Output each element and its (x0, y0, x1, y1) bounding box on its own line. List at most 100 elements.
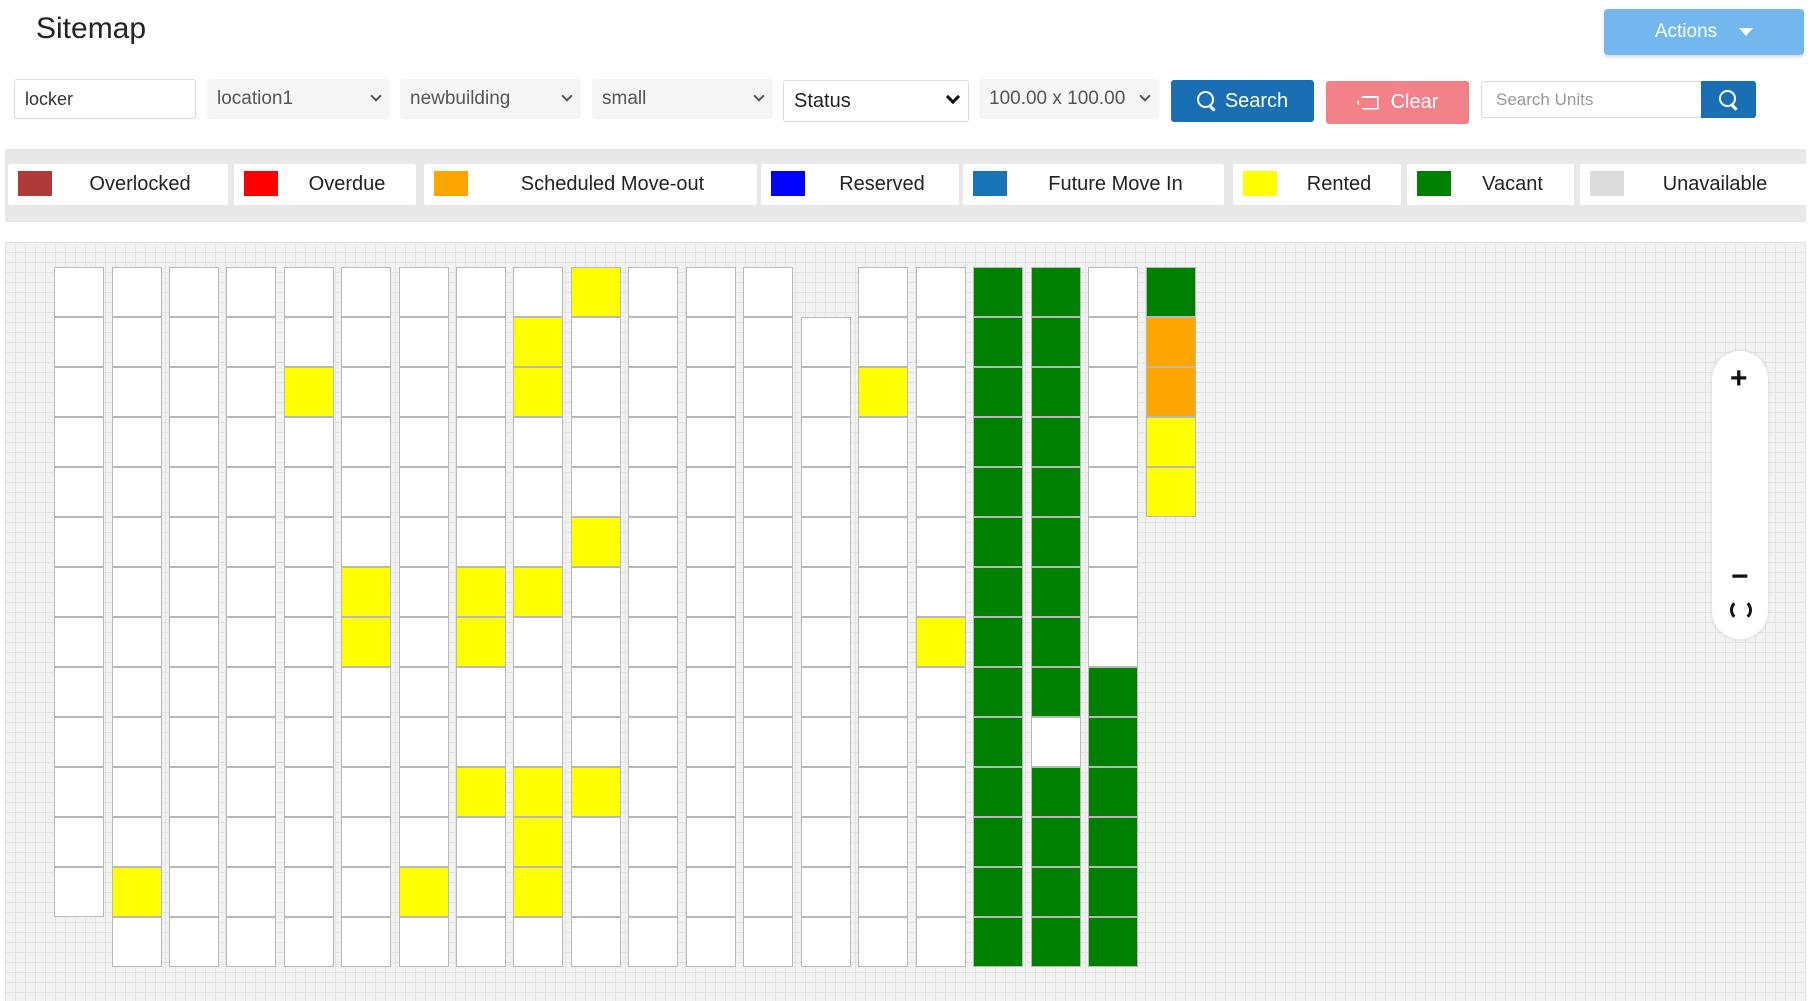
storage-unit[interactable] (112, 667, 162, 717)
storage-unit[interactable] (858, 817, 908, 867)
building-select[interactable]: newbuilding (400, 79, 581, 119)
storage-unit[interactable] (54, 617, 104, 667)
storage-unit[interactable] (686, 617, 736, 667)
storage-unit[interactable] (916, 817, 966, 867)
storage-unit[interactable] (456, 567, 506, 617)
storage-unit[interactable] (399, 417, 449, 467)
storage-unit[interactable] (1031, 267, 1081, 317)
storage-unit[interactable] (973, 267, 1023, 317)
storage-unit[interactable] (1146, 267, 1196, 317)
storage-unit[interactable] (169, 317, 219, 367)
storage-unit[interactable] (226, 867, 276, 917)
storage-unit[interactable] (341, 767, 391, 817)
storage-unit[interactable] (226, 667, 276, 717)
storage-unit[interactable] (341, 717, 391, 767)
storage-unit[interactable] (399, 717, 449, 767)
storage-unit[interactable] (1146, 467, 1196, 517)
storage-unit[interactable] (1031, 667, 1081, 717)
unit-map[interactable] (5, 242, 1806, 1001)
storage-unit[interactable] (571, 417, 621, 467)
storage-unit[interactable] (399, 517, 449, 567)
storage-unit[interactable] (1031, 517, 1081, 567)
storage-unit[interactable] (801, 867, 851, 917)
storage-unit[interactable] (341, 267, 391, 317)
storage-unit[interactable] (226, 567, 276, 617)
storage-unit[interactable] (801, 517, 851, 567)
storage-unit[interactable] (399, 617, 449, 667)
unit-type-input[interactable]: locker (14, 79, 196, 119)
storage-unit[interactable] (973, 917, 1023, 967)
storage-unit[interactable] (513, 667, 563, 717)
storage-unit[interactable] (1031, 717, 1081, 767)
storage-unit[interactable] (916, 417, 966, 467)
storage-unit[interactable] (226, 817, 276, 867)
storage-unit[interactable] (628, 467, 678, 517)
storage-unit[interactable] (686, 417, 736, 467)
storage-unit[interactable] (112, 517, 162, 567)
storage-unit[interactable] (801, 767, 851, 817)
storage-unit[interactable] (226, 467, 276, 517)
storage-unit[interactable] (801, 467, 851, 517)
storage-unit[interactable] (341, 817, 391, 867)
storage-unit[interactable] (973, 667, 1023, 717)
storage-unit[interactable] (801, 817, 851, 867)
storage-unit[interactable] (801, 367, 851, 417)
storage-unit[interactable] (743, 517, 793, 567)
storage-unit[interactable] (743, 667, 793, 717)
storage-unit[interactable] (571, 367, 621, 417)
storage-unit[interactable] (54, 817, 104, 867)
storage-unit[interactable] (169, 667, 219, 717)
storage-unit[interactable] (973, 367, 1023, 417)
storage-unit[interactable] (571, 717, 621, 767)
storage-unit[interactable] (284, 567, 334, 617)
storage-unit[interactable] (628, 267, 678, 317)
storage-unit[interactable] (456, 867, 506, 917)
storage-unit[interactable] (571, 267, 621, 317)
storage-unit[interactable] (1088, 817, 1138, 867)
storage-unit[interactable] (571, 517, 621, 567)
storage-unit[interactable] (858, 517, 908, 567)
storage-unit[interactable] (686, 317, 736, 367)
storage-unit[interactable] (399, 867, 449, 917)
storage-unit[interactable] (686, 567, 736, 617)
zoom-out-button[interactable]: − (1731, 560, 1749, 593)
storage-unit[interactable] (858, 617, 908, 667)
storage-unit[interactable] (341, 467, 391, 517)
storage-unit[interactable] (112, 817, 162, 867)
storage-unit[interactable] (284, 517, 334, 567)
storage-unit[interactable] (169, 367, 219, 417)
storage-unit[interactable] (686, 717, 736, 767)
storage-unit[interactable] (513, 517, 563, 567)
storage-unit[interactable] (743, 467, 793, 517)
storage-unit[interactable] (858, 667, 908, 717)
storage-unit[interactable] (1031, 617, 1081, 667)
storage-unit[interactable] (1088, 867, 1138, 917)
storage-unit[interactable] (54, 767, 104, 817)
storage-unit[interactable] (284, 667, 334, 717)
storage-unit[interactable] (284, 767, 334, 817)
storage-unit[interactable] (858, 567, 908, 617)
storage-unit[interactable] (226, 417, 276, 467)
storage-unit[interactable] (399, 317, 449, 367)
storage-unit[interactable] (112, 567, 162, 617)
storage-unit[interactable] (169, 267, 219, 317)
storage-unit[interactable] (916, 867, 966, 917)
storage-unit[interactable] (513, 267, 563, 317)
refresh-icon[interactable] (1730, 599, 1752, 621)
storage-unit[interactable] (284, 267, 334, 317)
storage-unit[interactable] (513, 467, 563, 517)
storage-unit[interactable] (284, 367, 334, 417)
storage-unit[interactable] (686, 467, 736, 517)
storage-unit[interactable] (513, 717, 563, 767)
zoom-in-button[interactable]: + (1730, 362, 1748, 395)
storage-unit[interactable] (686, 817, 736, 867)
storage-unit[interactable] (801, 667, 851, 717)
size-select[interactable]: small (592, 79, 773, 119)
storage-unit[interactable] (743, 917, 793, 967)
storage-unit[interactable] (513, 817, 563, 867)
storage-unit[interactable] (399, 667, 449, 717)
storage-unit[interactable] (801, 917, 851, 967)
storage-unit[interactable] (973, 317, 1023, 367)
storage-unit[interactable] (456, 617, 506, 667)
storage-unit[interactable] (858, 467, 908, 517)
